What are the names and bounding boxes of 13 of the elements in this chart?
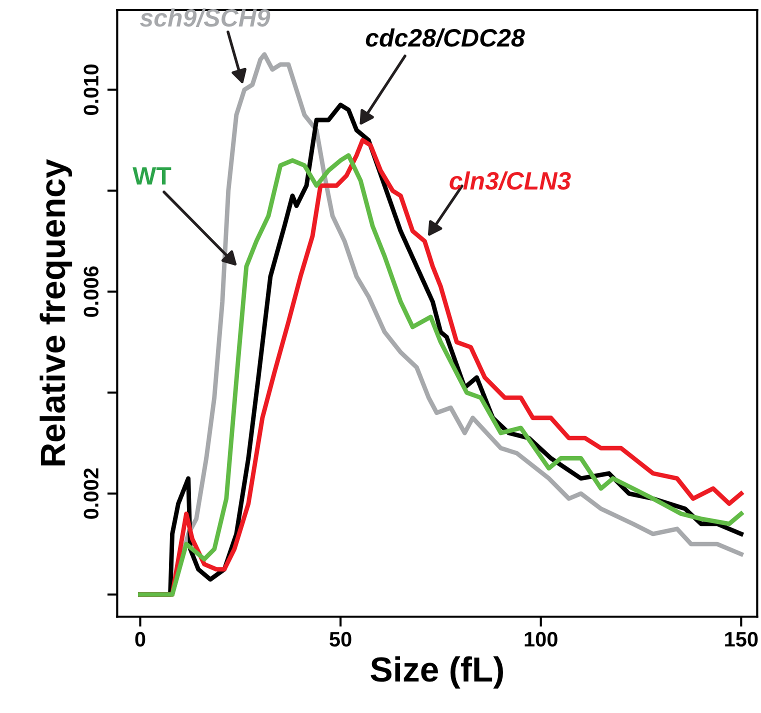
annotation: sch9/SCH9 [140,8,270,27]
x-axis-title: Size (fL) [370,656,503,689]
x-tick-label: 150 [725,632,758,647]
x-tick-label: 50 [330,632,352,647]
annotation: cln3/CLN3 [450,171,571,190]
x-tick-label: 0 [135,632,146,647]
y-tick-label: 0.010 [84,64,98,115]
y-axis-title: Relative frequency [40,159,72,466]
x-tick-label: 100 [524,632,558,647]
annotation: WT [132,167,172,184]
y-tick-label: 0.006 [84,266,98,317]
annotation: cdc28/CDC28 [366,28,525,47]
y-tick-label: 0.002 [84,468,98,519]
